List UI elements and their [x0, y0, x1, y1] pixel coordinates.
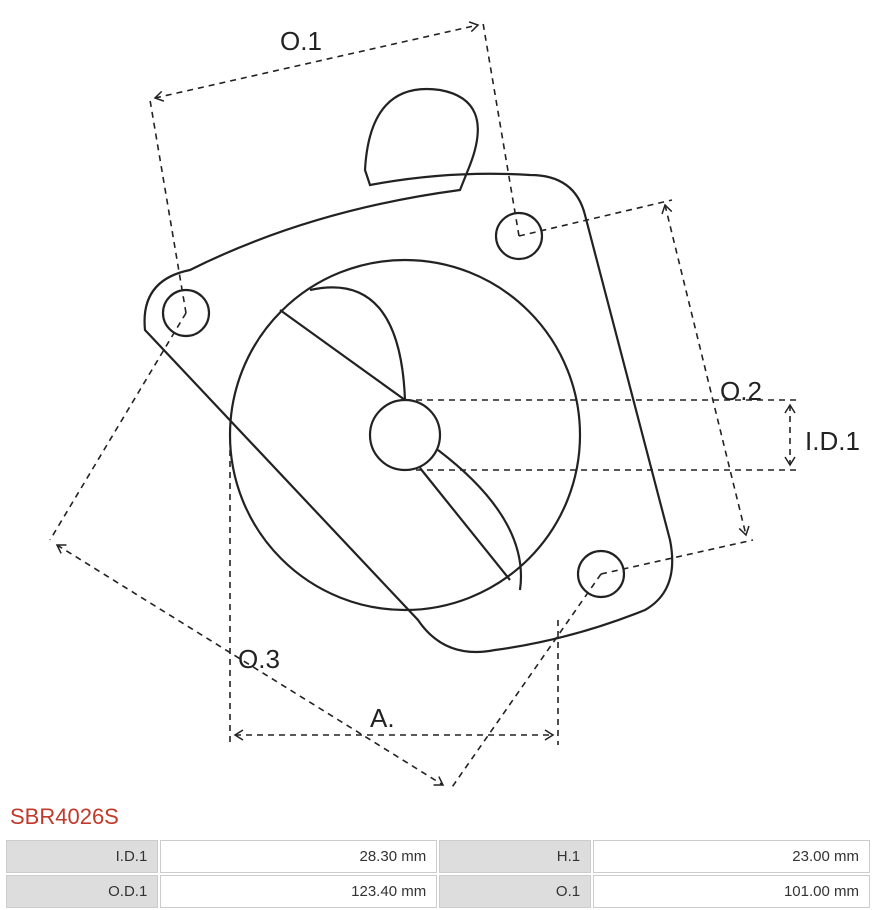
label-o1: O.1: [280, 26, 322, 56]
spec-value: 123.40 mm: [160, 875, 437, 908]
table-row: I.D.128.30 mmH.123.00 mm: [6, 840, 870, 873]
spec-value: 28.30 mm: [160, 840, 437, 873]
label-o2: O.2: [720, 376, 762, 406]
part-number: SBR4026S: [0, 800, 876, 838]
spec-key: O.1: [439, 875, 591, 908]
spec-key: O.D.1: [6, 875, 158, 908]
table-row: O.D.1123.40 mmO.1101.00 mm: [6, 875, 870, 908]
diagram-svg: O.1 O.2 I.D.1 O.3 A.: [0, 0, 876, 800]
specs-table: I.D.128.30 mmH.123.00 mmO.D.1123.40 mmO.…: [4, 838, 872, 910]
label-o3: O.3: [238, 644, 280, 674]
part-outline: [145, 89, 673, 652]
spec-key: I.D.1: [6, 840, 158, 873]
dimension-labels: O.1 O.2 I.D.1 O.3 A.: [238, 26, 860, 733]
technical-diagram: O.1 O.2 I.D.1 O.3 A.: [0, 0, 876, 800]
spec-value: 101.00 mm: [593, 875, 870, 908]
spec-key: H.1: [439, 840, 591, 873]
label-a: A.: [370, 703, 395, 733]
label-id1: I.D.1: [805, 426, 860, 456]
spec-value: 23.00 mm: [593, 840, 870, 873]
